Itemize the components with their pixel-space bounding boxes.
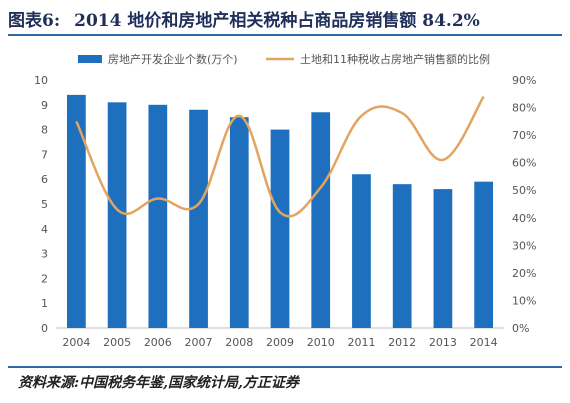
bar <box>66 94 86 328</box>
y-left-tick-label: 8 <box>41 124 48 137</box>
y-left-tick-label: 7 <box>41 148 48 161</box>
y-right-tick-label: 10% <box>512 294 536 307</box>
bar <box>311 112 331 329</box>
y-right-tick-label: 40% <box>512 212 536 225</box>
y-left-tick-label: 3 <box>41 248 48 261</box>
x-tick-label: 2004 <box>62 336 90 349</box>
y-left-tick-label: 5 <box>41 198 48 211</box>
bar <box>107 102 127 328</box>
source-rule <box>8 366 562 368</box>
x-tick-label: 2011 <box>347 336 375 349</box>
bar <box>229 117 249 328</box>
y-left-tick-label: 4 <box>41 223 48 236</box>
x-tick-label: 2005 <box>103 336 131 349</box>
x-tick-label: 2008 <box>225 336 253 349</box>
title-rule <box>8 34 562 36</box>
y-right-tick-label: 30% <box>512 239 536 252</box>
bar <box>189 109 208 328</box>
bar <box>352 174 371 328</box>
y-left-tick-label: 1 <box>41 297 48 310</box>
bar <box>433 189 453 328</box>
y-right-tick-label: 90% <box>512 74 536 87</box>
figure-label: 图表6: <box>8 11 61 31</box>
x-tick-label: 2012 <box>388 336 416 349</box>
y-left-tick-label: 10 <box>34 74 48 87</box>
x-tick-label: 2013 <box>429 336 457 349</box>
legend-line-label: 土地和11种税收占房地产销售额的比例 <box>300 52 490 66</box>
y-right-tick-label: 70% <box>512 129 536 142</box>
x-tick-label: 2009 <box>266 336 294 349</box>
y-left-tick-label: 0 <box>41 322 48 335</box>
bar <box>148 104 168 328</box>
x-tick-label: 2006 <box>144 336 172 349</box>
bar <box>270 129 290 328</box>
bar <box>474 181 494 328</box>
chart-area: 0 1 2 3 4 5 6 7 8 9 10 0% 10% 20% 30% 40% 50% 60% 70% 80% 90… <box>18 40 562 360</box>
x-tick-label: 2010 <box>307 336 335 349</box>
figure-title: 2014 地价和房地产相关税种占商品房销售额 84.2% <box>74 11 480 31</box>
chart-title: 图表6: 2014 地价和房地产相关税种占商品房销售额 84.2% <box>8 6 562 32</box>
y-left-tick-label: 2 <box>41 272 48 285</box>
source-note: 资料来源:中国税务年鉴,国家统计局,方正证券 <box>18 375 299 391</box>
legend-bar-label: 房地产开发企业个数(万个) <box>108 52 238 66</box>
y-right-tick-label: 80% <box>512 102 536 115</box>
y-right-tick-label: 0% <box>512 322 529 335</box>
y-right-tick-label: 20% <box>512 267 536 280</box>
y-left-tick-label: 9 <box>41 99 48 112</box>
x-tick-label: 2007 <box>185 336 213 349</box>
ratio-line <box>75 95 485 218</box>
chart-svg: 0 1 2 3 4 5 6 7 8 9 10 0% 10% 20% 30% 40% 50% 60% 70% 80% 90… <box>34 52 536 349</box>
x-tick-label: 2014 <box>470 336 498 349</box>
legend-bar-swatch <box>78 55 102 63</box>
y-right-tick-label: 50% <box>512 184 536 197</box>
y-right-tick-label: 60% <box>512 157 536 170</box>
y-left-tick-label: 6 <box>41 173 48 186</box>
bar <box>392 184 412 328</box>
